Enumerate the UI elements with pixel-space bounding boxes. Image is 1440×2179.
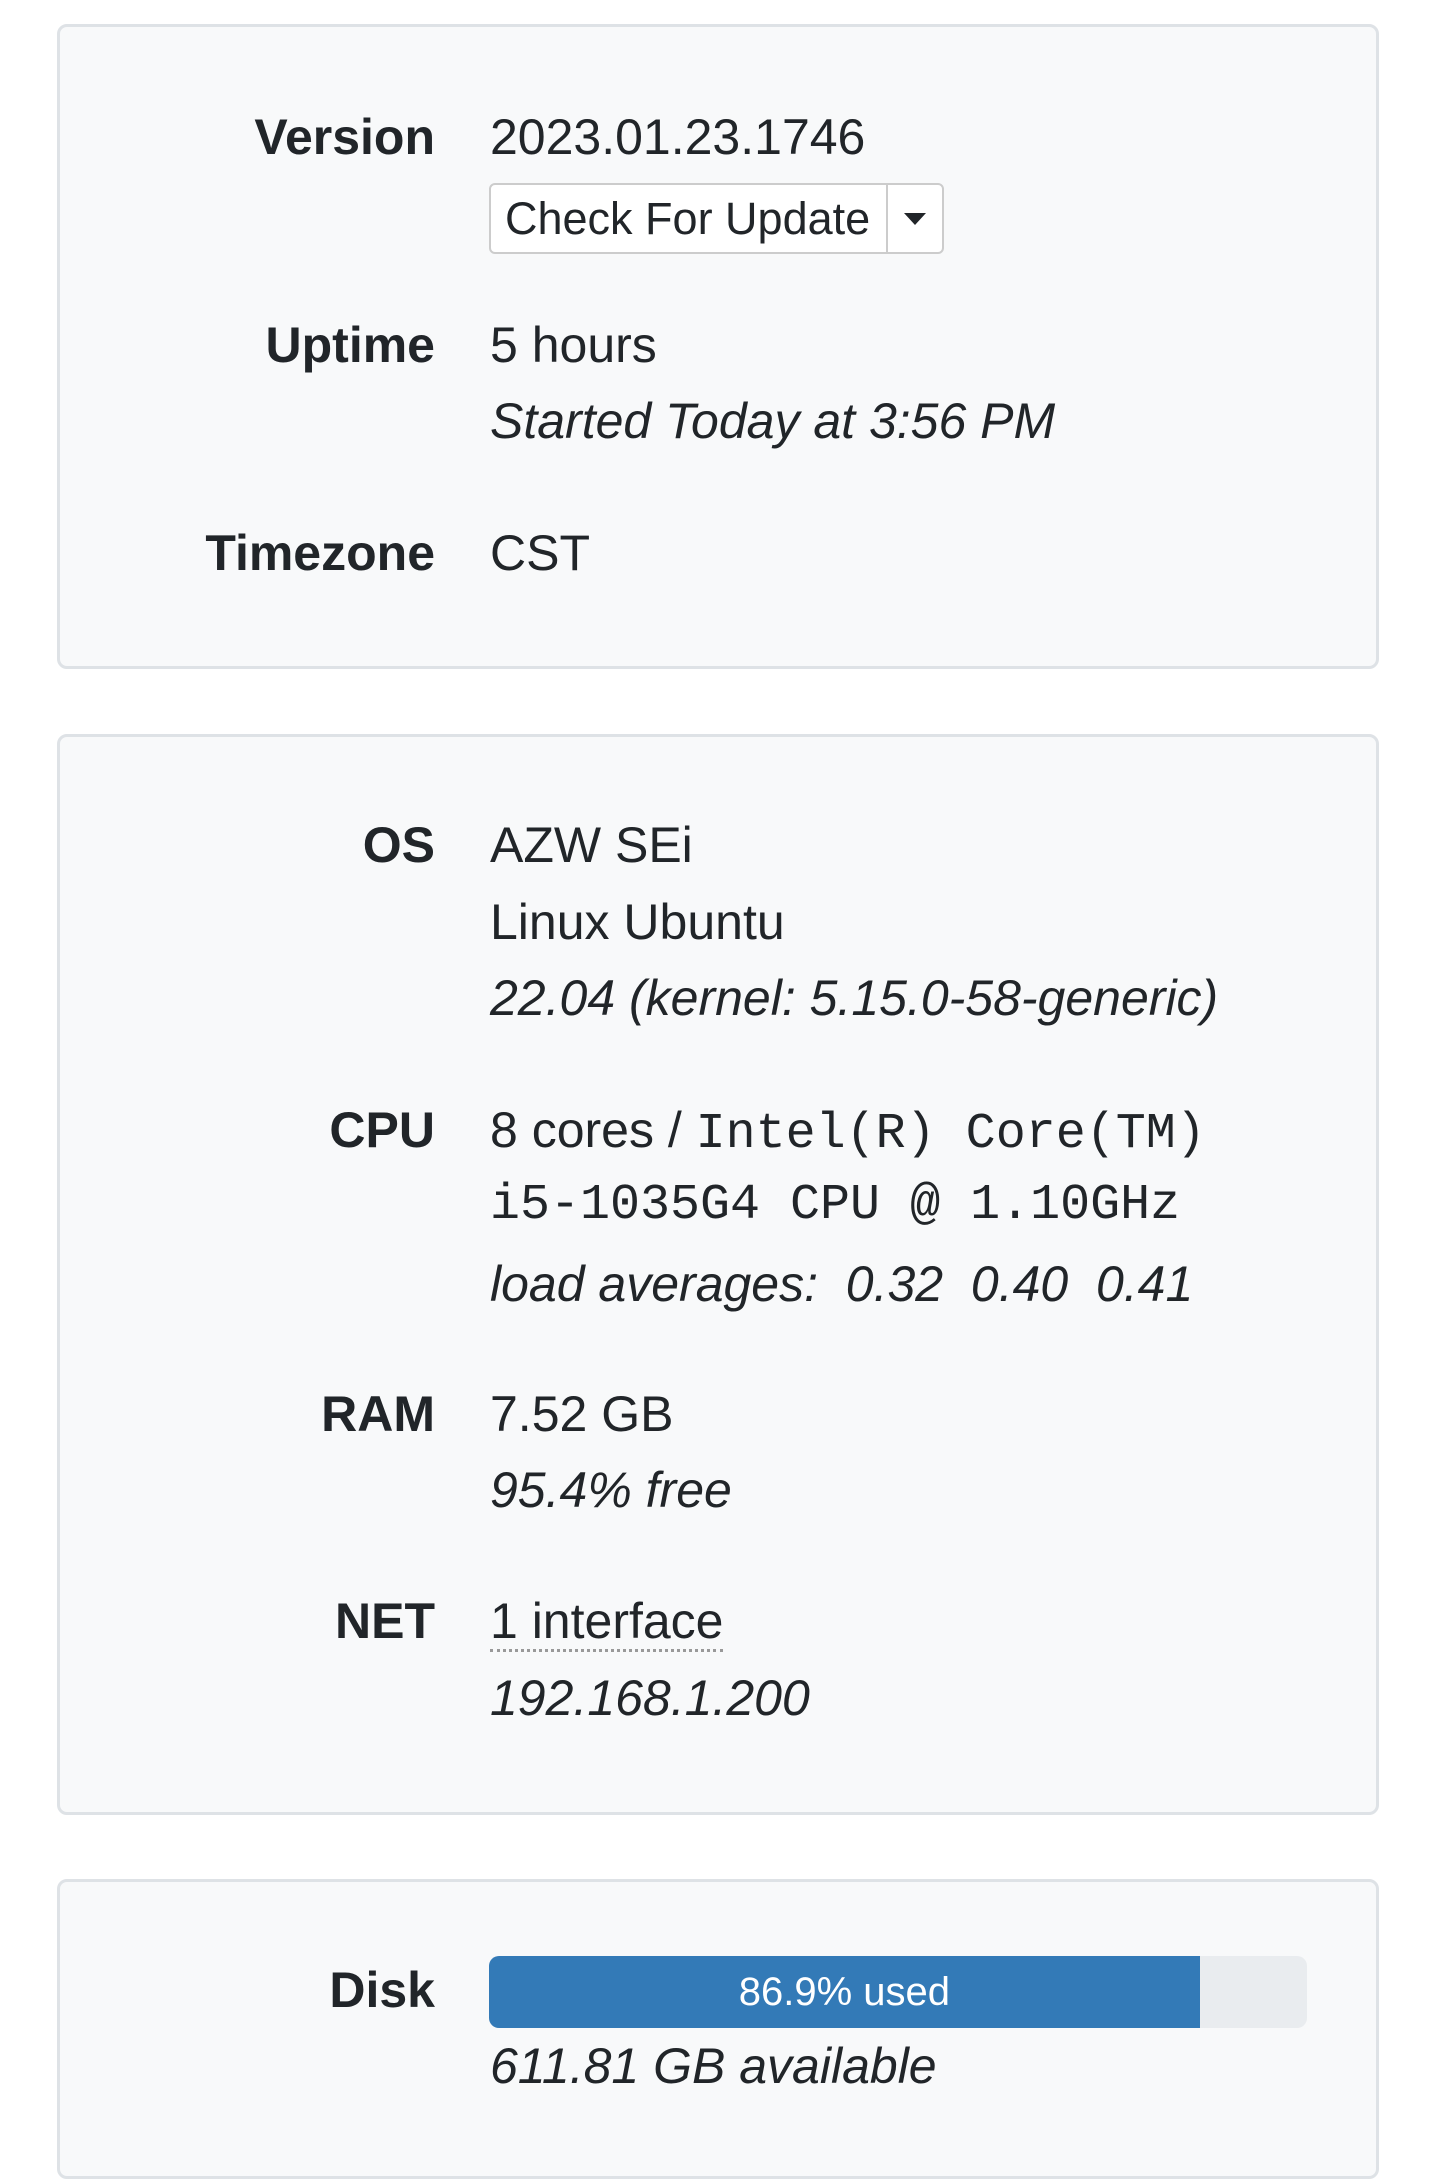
uptime-value: 5 hours bbox=[490, 317, 657, 373]
timezone-value: CST bbox=[490, 525, 590, 581]
ram-label: RAM bbox=[321, 1386, 435, 1442]
ram-free: 95.4% free bbox=[490, 1462, 732, 1518]
timezone-label: Timezone bbox=[205, 525, 435, 581]
check-update-split-button: Check For Update bbox=[489, 183, 944, 254]
caret-down-icon bbox=[904, 212, 926, 225]
about-card bbox=[57, 24, 1379, 669]
check-for-update-button[interactable]: Check For Update bbox=[505, 193, 871, 244]
cpu-info: 8 cores / Intel(R) Core(TM) bbox=[490, 1100, 1206, 1165]
os-name: Linux Ubuntu bbox=[490, 894, 785, 950]
system-card bbox=[57, 734, 1379, 1815]
net-ip: 192.168.1.200 bbox=[490, 1670, 810, 1726]
cpu-load-averages: load averages: 0.32 0.40 0.41 bbox=[490, 1256, 1194, 1312]
net-label: NET bbox=[335, 1593, 435, 1649]
os-host: AZW SEi bbox=[490, 817, 693, 873]
disk-label: Disk bbox=[329, 1962, 435, 2018]
cpu-cores: 8 cores / bbox=[490, 1102, 696, 1158]
cpu-label: CPU bbox=[329, 1102, 435, 1158]
cpu-model: Intel(R) Core(TM) bbox=[695, 1106, 1206, 1163]
uptime-label: Uptime bbox=[265, 317, 435, 373]
disk-usage-bar: 86.9% used bbox=[489, 1956, 1307, 2028]
version-value: 2023.01.23.1746 bbox=[490, 109, 866, 165]
version-label: Version bbox=[254, 109, 435, 165]
disk-available: 611.81 GB available bbox=[490, 2038, 937, 2094]
disk-usage-fill: 86.9% used bbox=[489, 1956, 1200, 2028]
update-options-dropdown[interactable] bbox=[886, 185, 942, 252]
os-version: 22.04 (kernel: 5.15.0-58-generic) bbox=[490, 970, 1219, 1026]
ram-total: 7.52 GB bbox=[490, 1386, 674, 1442]
net-interfaces-wrap: 1 interface bbox=[490, 1591, 724, 1652]
cpu-model-line2: i5-1035G4 CPU @ 1.10GHz bbox=[490, 1177, 1181, 1234]
uptime-started: Started Today at 3:56 PM bbox=[490, 393, 1056, 449]
net-interfaces-link[interactable]: 1 interface bbox=[490, 1593, 724, 1652]
os-label: OS bbox=[362, 817, 435, 873]
storage-card bbox=[57, 1879, 1379, 2179]
